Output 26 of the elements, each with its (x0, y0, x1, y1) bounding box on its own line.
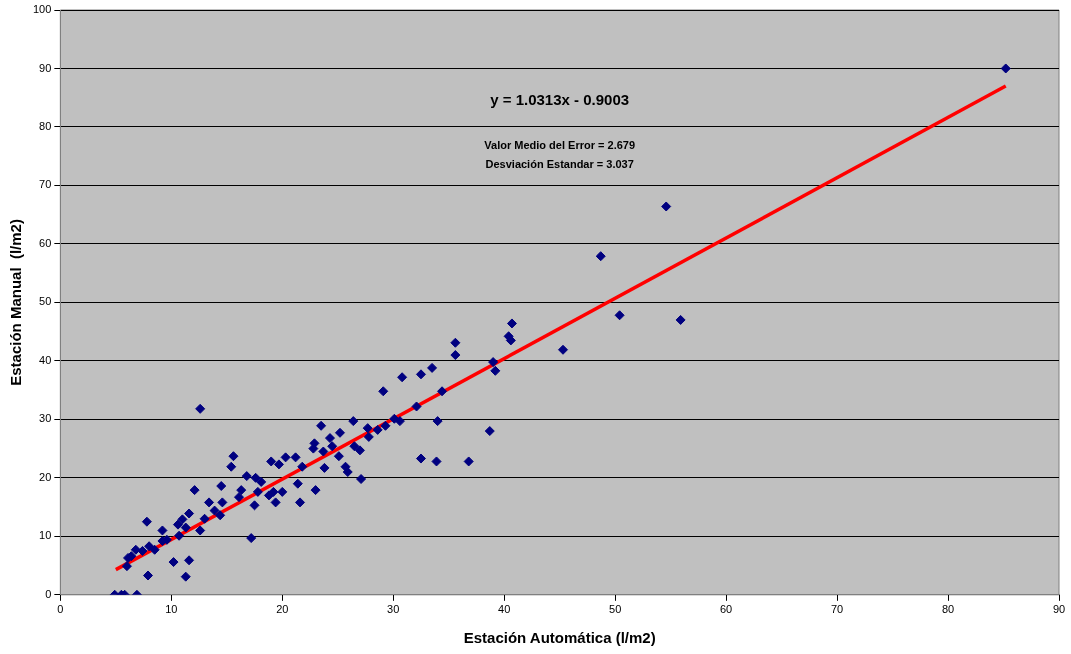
x-tick-label: 0 (57, 603, 64, 616)
x-tick-label: 60 (719, 603, 733, 616)
y-tick-label: 20 (39, 470, 52, 483)
x-axis-title: Estación Automática (l/m2) (463, 629, 656, 647)
y-tick-label: 30 (39, 412, 52, 425)
y-tick-label: 60 (39, 236, 52, 249)
x-tick-label: 10 (165, 603, 178, 616)
x-tick-label: 20 (276, 603, 289, 616)
annotation: Desviación Estandar = 3.037 (485, 158, 634, 171)
y-tick-label: 40 (39, 353, 52, 366)
x-tick-label: 80 (941, 603, 955, 616)
x-tick-label: 90 (1052, 603, 1066, 616)
y-tick-label: 90 (39, 61, 52, 74)
x-tick-label: 40 (498, 603, 511, 616)
annotation: y = 1.0313x - 0.9003 (490, 90, 630, 108)
y-tick-label: 0 (45, 587, 52, 600)
x-tick-label: 30 (387, 603, 400, 616)
y-axis-title: Estación Manual (l/m2) (7, 219, 25, 386)
annotation: Valor Medio del Error = 2.679 (484, 139, 636, 152)
x-tick-label: 70 (830, 603, 844, 616)
y-tick-label: 100 (32, 3, 52, 16)
x-tick-label: 50 (609, 603, 622, 616)
y-tick-label: 80 (39, 119, 52, 132)
y-tick-label: 50 (39, 295, 52, 308)
y-tick-label: 10 (39, 529, 52, 542)
y-tick-label: 70 (39, 178, 52, 191)
